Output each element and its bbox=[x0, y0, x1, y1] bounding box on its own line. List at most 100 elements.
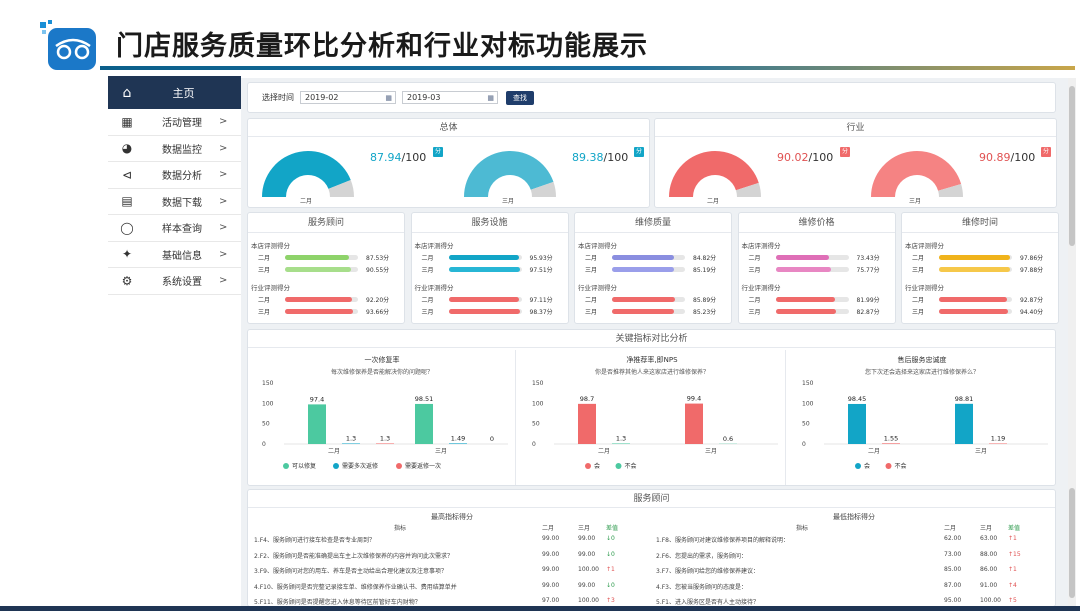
chart-subtitle: 您下次还会选择来这家店进行维修保养么？ bbox=[865, 368, 979, 376]
score-value: 85.89分 bbox=[693, 297, 717, 304]
delta-cell: ↑4 bbox=[1008, 581, 1017, 589]
legend-marker bbox=[283, 463, 289, 469]
gear-icon: ⚙ bbox=[121, 273, 133, 288]
search-button[interactable]: 查找 bbox=[506, 90, 534, 105]
score-badge: 分 bbox=[433, 147, 443, 157]
gauge-value: 89.38 bbox=[572, 151, 604, 164]
value-cell: 91.00 bbox=[980, 581, 998, 589]
score-bar-fill bbox=[612, 267, 675, 272]
sidebar-item-basic[interactable]: ✦ 基础信息 > bbox=[108, 242, 241, 268]
score-bar-fill bbox=[775, 255, 830, 260]
metric-sub-label: 行业评测得分 bbox=[414, 284, 454, 292]
scroll-thumb-lower[interactable] bbox=[1069, 488, 1075, 598]
gauge-remaining bbox=[530, 181, 556, 197]
score-bar-fill bbox=[612, 309, 675, 314]
y-tick-label: 50 bbox=[802, 421, 810, 428]
metric-row: 三月 82.87分 bbox=[745, 306, 895, 316]
score-bar bbox=[448, 255, 522, 260]
month-label: 三月 bbox=[421, 309, 434, 316]
legend-marker bbox=[855, 463, 861, 469]
score-value: 82.87分 bbox=[856, 309, 880, 316]
bar bbox=[308, 404, 326, 444]
industry-gauge-mar bbox=[871, 150, 963, 197]
sidebar-item-sample[interactable]: ◯ 样本查询 > bbox=[108, 215, 241, 242]
score-bar-fill bbox=[448, 297, 520, 302]
bar bbox=[882, 443, 900, 444]
legend-label: 不会 bbox=[625, 462, 637, 470]
metric-row: 二月 85.89分 bbox=[581, 294, 731, 304]
sidebar-item-analysis[interactable]: ⊲ 数据分析 > bbox=[108, 162, 241, 189]
bar bbox=[848, 403, 866, 444]
y-tick-label: 0 bbox=[532, 441, 536, 448]
score-value: 94.40分 bbox=[1020, 309, 1044, 316]
value-cell: 99.00 bbox=[542, 566, 560, 573]
sidebar-item-label: 数据下载 bbox=[162, 197, 202, 209]
table-header: 指标 二月 三月 差值 bbox=[254, 523, 650, 535]
value-cell: 99.00 bbox=[578, 550, 596, 558]
sidebar-item-download[interactable]: ▤ 数据下载 > bbox=[108, 189, 241, 215]
sidebar-item-settings[interactable]: ⚙ 系统设置 > bbox=[108, 268, 241, 295]
legend-marker bbox=[396, 463, 402, 469]
indicator-cell: 4.F10、服务顾问是否完整记录接车单、维修保养作业确认书、费用结算单并 bbox=[254, 583, 457, 591]
score-bar-fill bbox=[448, 255, 519, 260]
score-bar bbox=[612, 309, 685, 314]
month-label: 二月 bbox=[585, 297, 598, 304]
month-label: 二月 bbox=[748, 297, 761, 304]
score-bar bbox=[285, 255, 358, 260]
overall-gauge-mar bbox=[464, 150, 556, 197]
table-row: 4.F10、服务顾问是否完整记录接车单、维修保养作业确认书、费用结算单并 99.0… bbox=[254, 582, 650, 594]
score-bar-fill bbox=[775, 267, 831, 272]
score-bar-fill bbox=[448, 267, 520, 272]
metric-card-title: 服务设施 bbox=[411, 213, 568, 233]
metric-card-title: 维修时间 bbox=[902, 213, 1058, 233]
score-badge: 分 bbox=[634, 147, 644, 157]
value-cell: 97.00 bbox=[542, 597, 560, 604]
leaf-icon: ✦ bbox=[121, 247, 133, 262]
value-cell: 88.00 bbox=[980, 550, 998, 558]
scrollbar[interactable] bbox=[1068, 78, 1076, 608]
delta-cell: ↓0 bbox=[606, 550, 615, 558]
data-label: 1.3 bbox=[616, 434, 626, 442]
kpi-chart-0: 一次修复率 每次维修保养是否能解决你的问题呢？ 150 100 50 0 97.4 1.3 1.… bbox=[248, 350, 516, 485]
score-bar bbox=[775, 267, 849, 272]
sidebar-item-monitor[interactable]: ◕ 数据监控 > bbox=[108, 136, 241, 162]
bar bbox=[415, 403, 433, 444]
chart-subtitle: 每次维修保养是否能解决你的问题呢？ bbox=[331, 368, 433, 376]
gauge-remaining bbox=[328, 179, 354, 197]
filter-bar: 选择时间 2019-02 ▦ 2019-03 ▦ 查找 bbox=[247, 82, 1056, 113]
metric-row: 二月 92.87分 bbox=[908, 294, 1058, 304]
indicator-cell: 2.F2、服务顾问是否能准确提出车主上次维修保养的内容并询问此次需求？ bbox=[254, 552, 453, 560]
value-cell: 86.00 bbox=[980, 566, 998, 573]
delta-cell: 差值 bbox=[1008, 525, 1021, 532]
gauge-value: 90.02 bbox=[777, 151, 809, 164]
value-cell: 63.00 bbox=[980, 535, 998, 542]
gauge-value: 87.94 bbox=[370, 151, 402, 164]
gauge-fill bbox=[871, 150, 962, 197]
value-cell: 100.00 bbox=[578, 597, 599, 604]
value-cell: 100.00 bbox=[578, 566, 599, 573]
bar bbox=[449, 443, 467, 444]
y-tick-label: 150 bbox=[262, 380, 274, 387]
score-bar-fill bbox=[612, 297, 675, 302]
metric-row: 三月 93.66分 bbox=[254, 306, 404, 316]
kpi-chart-1: 净推荐率,即NPS 你是否推荐其他人来这家店进行维修保养？ 150 100 50 0 98.… bbox=[518, 350, 786, 485]
page-title: 门店服务质量环比分析和行业对标功能展示 bbox=[116, 31, 648, 62]
end-date-input[interactable]: 2019-03 ▦ bbox=[402, 91, 498, 104]
score-value: 97.11分 bbox=[529, 297, 553, 304]
score-value: 90.55分 bbox=[366, 267, 390, 274]
kpi-chart-2: 售后服务忠诚度 您下次还会选择来这家店进行维修保养么？ 150 100 50 0 98.45… bbox=[788, 350, 1056, 485]
month-label: 二月 bbox=[421, 255, 434, 262]
value-cell: 85.00 bbox=[944, 566, 962, 573]
data-label: 0 bbox=[490, 435, 494, 443]
metric-card-1: 服务设施 本店评测得分 二月 95.93分 三月 97.51分 行业评测得分 二月 97.11分… bbox=[410, 212, 569, 324]
sidebar-item-activity[interactable]: ▦ 活动管理 > bbox=[108, 109, 241, 136]
data-label: 97.4 bbox=[310, 395, 324, 403]
indicator-cell: 指标 bbox=[796, 525, 809, 532]
scroll-thumb[interactable] bbox=[1069, 86, 1075, 246]
end-date-value: 2019-03 bbox=[407, 93, 441, 102]
start-date-input[interactable]: 2019-02 ▦ bbox=[300, 91, 396, 104]
score-value: 85.19分 bbox=[693, 267, 717, 274]
chart-title: 净推荐率,即NPS bbox=[626, 355, 678, 364]
sidebar-item-home[interactable]: ⌂ 主页 bbox=[108, 76, 241, 109]
metric-row: 三月 97.88分 bbox=[908, 264, 1058, 274]
